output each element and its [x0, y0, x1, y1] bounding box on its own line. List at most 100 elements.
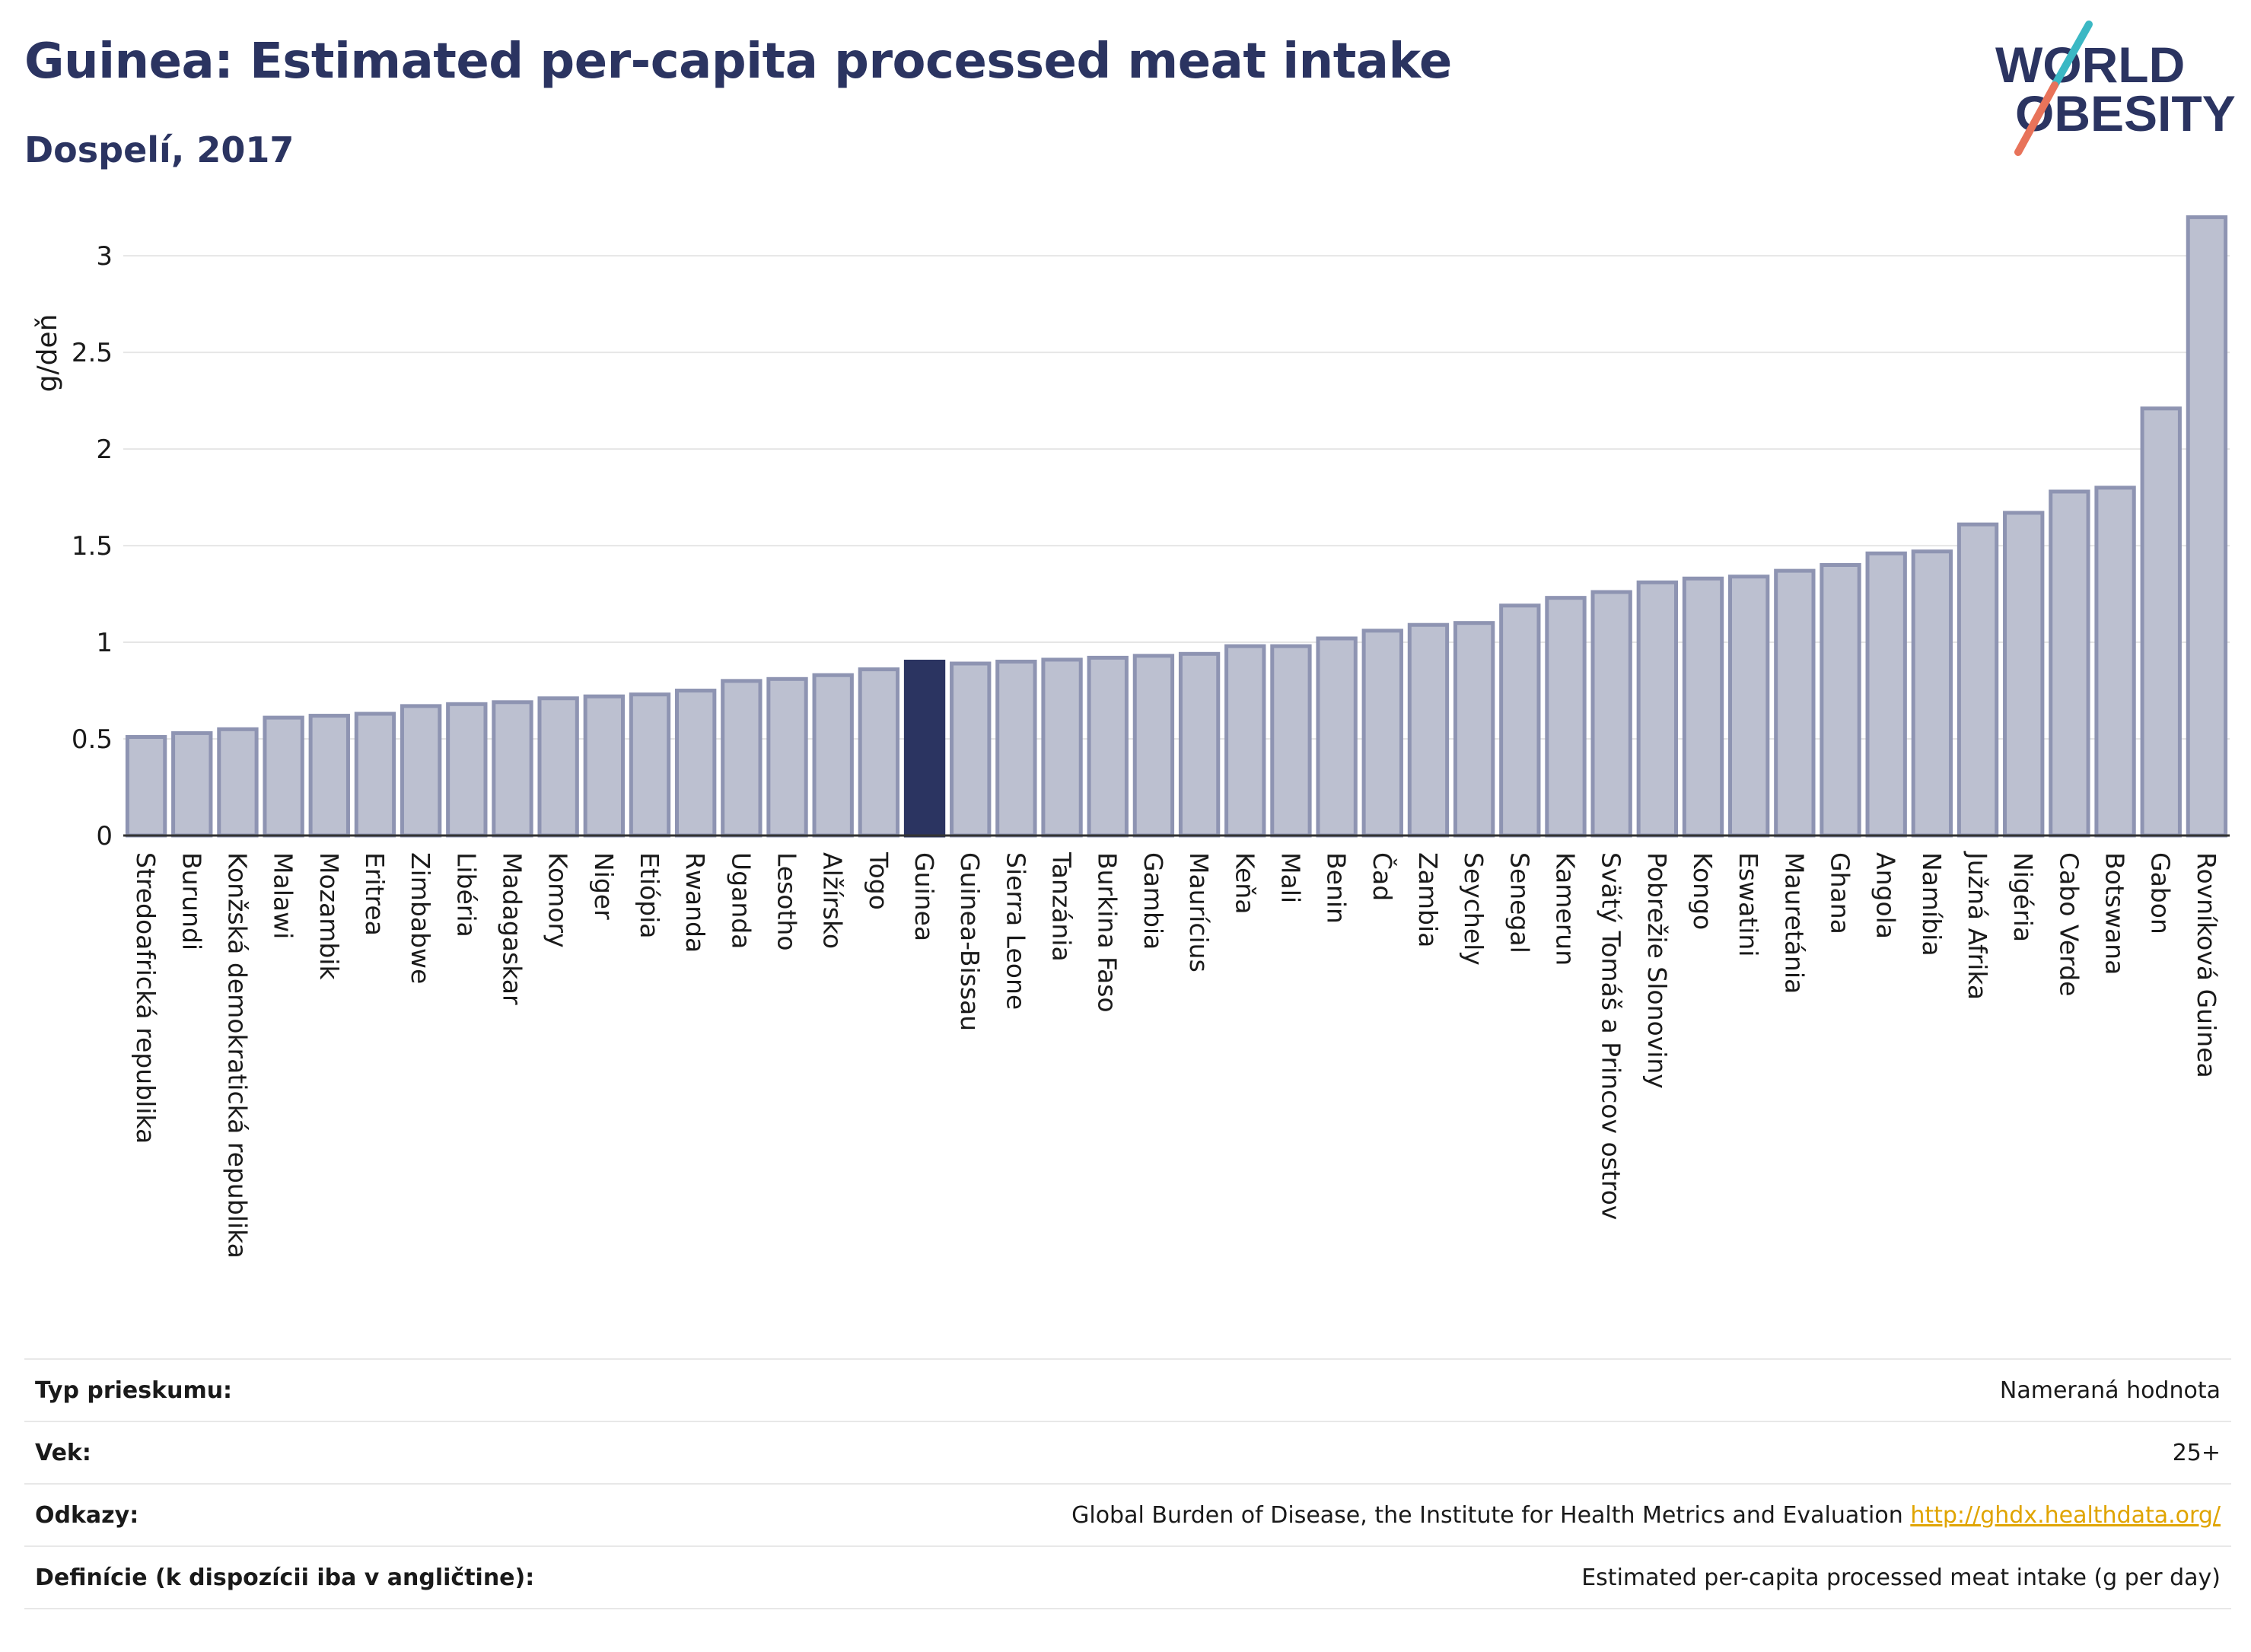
bar-chart: 0 0.5 1 1.5 2 2.5 3 Stredoafrická republika Bur…	[32, 215, 2230, 1259]
meta-value-cell: Global Burden of Disease, the Institute …	[704, 1484, 2231, 1546]
bar	[1316, 636, 1358, 838]
x-tick-label: Gambia	[1138, 852, 1168, 950]
x-tick-label: Nigéria	[2008, 852, 2038, 942]
bar	[629, 692, 671, 838]
meta-row-age: Vek: 25+	[24, 1421, 2231, 1484]
bar	[263, 715, 304, 838]
y-tick-label: 2	[96, 434, 113, 465]
y-tick-label: 2.5	[72, 338, 113, 368]
x-tick-label: Burundi	[177, 852, 206, 950]
world-obesity-logo: WORLD OBESITY	[1995, 21, 2236, 156]
x-tick-label: Čad	[1367, 852, 1398, 901]
bar	[1728, 575, 1770, 838]
x-tick-label: Ghana	[1826, 852, 1855, 934]
bar	[583, 694, 625, 838]
bar	[1545, 596, 1587, 838]
x-tick-label: Stredoafrická republika	[131, 852, 161, 1144]
bar	[1774, 568, 1816, 838]
x-tick-label: Keňa	[1230, 852, 1259, 914]
x-tick-label: Senegal	[1504, 852, 1534, 953]
y-tick-label: 0	[96, 821, 113, 851]
x-tick-label: Zambia	[1413, 852, 1443, 947]
bar	[1132, 654, 1175, 838]
bar	[2049, 489, 2090, 838]
x-tick-label: Malawi	[269, 852, 298, 939]
bar	[2094, 485, 2136, 838]
bar	[1956, 522, 1999, 838]
x-tick-label: Etiópia	[635, 852, 664, 939]
x-tick-label: Pobrežie Slonoviny	[1642, 852, 1672, 1089]
x-tick-label: Seychely	[1459, 852, 1488, 966]
bar	[308, 714, 350, 838]
bar	[2003, 511, 2045, 838]
x-tick-label: Eswatini	[1734, 852, 1763, 957]
bar	[2140, 406, 2182, 838]
meta-label: Definície (k dispozícii iba v angličtine…	[35, 1564, 535, 1591]
meta-value: Global Burden of Disease, the Institute …	[1071, 1501, 1903, 1529]
x-tick-label: Rwanda	[680, 852, 710, 953]
bar	[766, 676, 808, 838]
bar	[1087, 655, 1129, 838]
bar	[675, 689, 717, 838]
logo-slash-coral	[2014, 81, 2058, 156]
logo-line1: WORLD	[1995, 37, 2185, 93]
x-tick-label: Guinea-Bissau	[955, 852, 985, 1031]
meta-row-definition: Definície (k dispozícii iba v angličtine…	[24, 1546, 2231, 1609]
bar	[1682, 576, 1724, 838]
meta-value: 25+	[2172, 1439, 2221, 1466]
x-tick-label: Uganda	[726, 852, 756, 949]
x-tick-label: Južná Afrika	[1963, 851, 1992, 1000]
bar	[950, 661, 992, 838]
x-tick-label: Angola	[1871, 852, 1901, 939]
bar	[1041, 657, 1083, 838]
x-tick-label: Eritrea	[360, 852, 390, 936]
x-tick-label: Botswana	[2100, 852, 2130, 975]
bar	[1224, 644, 1266, 838]
bar	[1270, 644, 1312, 838]
meta-row-survey-type: Typ prieskumu: Nameraná hodnota	[24, 1359, 2231, 1421]
x-tick-label: Namíbia	[1917, 852, 1947, 957]
axes: 0 0.5 1 1.5 2 2.5 3	[72, 241, 2230, 851]
bar	[1407, 622, 1450, 838]
x-tick-label: Rovníková Guinea	[2192, 852, 2221, 1078]
bar	[171, 731, 213, 838]
x-tick-label: Konžská demokratická republika	[222, 852, 252, 1259]
x-tick-label: Gabon	[2146, 852, 2176, 934]
x-tick-label: Alžírsko	[818, 852, 848, 949]
chart-subtitle: Dospelí, 2017	[24, 129, 295, 170]
bar	[1865, 551, 1907, 838]
bar	[1361, 629, 1403, 838]
meta-label: Odkazy:	[35, 1501, 139, 1529]
y-tick-label: 1	[96, 628, 113, 658]
x-tick-label: Maurícius	[1184, 852, 1214, 972]
bar	[2186, 215, 2228, 838]
bar	[858, 667, 900, 838]
bar	[1911, 549, 1953, 838]
bar	[492, 700, 533, 838]
x-tick-label: Kongo	[1688, 852, 1718, 930]
meta-label: Typ prieskumu:	[35, 1377, 233, 1404]
x-tick-label: Niger	[589, 852, 619, 920]
x-tick-label: Komory	[543, 852, 573, 948]
bars	[125, 215, 2228, 838]
bar	[400, 704, 442, 838]
x-tick-label: Sierra Leone	[1001, 852, 1030, 1010]
bar	[354, 711, 396, 838]
bar	[446, 702, 488, 838]
x-tick-label: Tanzánia	[1047, 851, 1077, 962]
x-tick-label: Zimbabwe	[406, 852, 435, 984]
bar	[1820, 562, 1861, 838]
bar	[1178, 651, 1221, 838]
source-link[interactable]: http://ghdx.healthdata.org/	[1910, 1501, 2221, 1529]
bar	[217, 727, 259, 838]
x-tick-label: Svätý Tomáš a Princov ostrov	[1597, 852, 1626, 1220]
x-tick-label: Mozambik	[314, 852, 344, 980]
x-tick-label: Guinea	[909, 852, 939, 941]
bar	[812, 673, 854, 838]
x-tick-label: Togo	[864, 851, 893, 910]
bar	[1499, 603, 1541, 838]
bar	[1636, 580, 1678, 838]
y-tick-label: 3	[96, 241, 113, 272]
bar	[1590, 590, 1632, 838]
y-axis-title: g/deň	[32, 314, 63, 393]
